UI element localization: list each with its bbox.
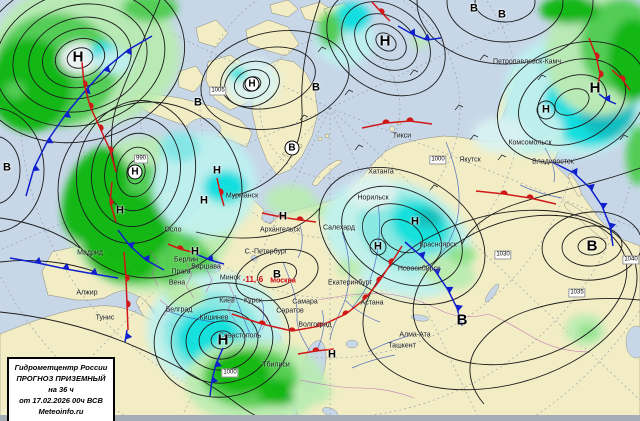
low-pressure-symbol: Н — [379, 32, 391, 50]
city-label: Петропавловск-Камч. — [493, 58, 563, 66]
city-label: Ташкент — [388, 342, 416, 350]
city-label: Красноярск — [419, 241, 457, 249]
moscow-temperature: -11,-6 — [242, 275, 264, 284]
city-label: Алжир — [76, 289, 98, 297]
city-label: Тикси — [392, 132, 412, 140]
high-pressure-symbol: В — [498, 8, 506, 21]
city-label: Комсомольск — [508, 139, 552, 147]
city-label: Киев — [219, 297, 235, 305]
low-pressure-symbol: Н — [279, 210, 287, 223]
low-pressure-symbol: Н — [200, 194, 208, 207]
low-pressure-symbol: Н — [542, 103, 550, 116]
high-pressure-symbol: В — [3, 161, 11, 174]
bottom-edge-bar — [0, 415, 640, 421]
city-label: Саратов — [276, 307, 304, 315]
station-plot-symbols — [299, 46, 629, 191]
high-pressure-symbol: В — [586, 237, 598, 255]
low-pressure-symbol: Н — [213, 164, 221, 177]
city-label: Новосибирск — [397, 265, 441, 273]
low-pressure-symbol: Н — [72, 48, 84, 66]
isobar-value: 1000 — [221, 368, 239, 378]
isobar-value: 990 — [133, 154, 149, 164]
info-lead-time: на 36 ч — [48, 384, 74, 394]
low-pressure-symbol: Н — [328, 348, 336, 361]
city-label: Берлин — [173, 256, 199, 264]
info-forecast-type: ПРОГНОЗ ПРИЗЕМНЫЙ — [16, 373, 106, 383]
city-label: Алма-Ата — [399, 331, 431, 339]
city-label: Курск — [244, 297, 262, 305]
city-label: Кишинев — [199, 314, 229, 322]
city-label: Тунис — [95, 314, 115, 322]
city-label: Осло — [164, 226, 182, 234]
city-label: Самара — [292, 298, 318, 306]
city-label: Севастополь — [218, 332, 262, 340]
forecast-info-box: Гидрометцентр России ПРОГНОЗ ПРИЗЕМНЫЙ н… — [7, 357, 115, 421]
low-pressure-symbol: Н — [244, 76, 260, 92]
city-label: Хатанга — [368, 168, 394, 176]
info-agency: Гидрометцентр России — [14, 363, 108, 372]
high-pressure-symbol: В — [194, 96, 202, 109]
city-label: Варшава — [191, 263, 221, 271]
low-pressure-symbol: Н — [217, 331, 229, 349]
info-site: Meteoinfo.ru — [38, 406, 84, 416]
low-pressure-symbol: Н — [191, 245, 199, 258]
isobar-value: 1040 — [622, 255, 640, 265]
isobar-value: 1035 — [568, 288, 586, 298]
low-pressure-symbol: Н — [116, 204, 124, 217]
isobar-value: 1005 — [209, 86, 227, 96]
weather-fronts — [9, 1, 631, 397]
city-label: Волгоград — [298, 321, 332, 329]
low-pressure-symbol: Н — [411, 215, 419, 228]
high-pressure-symbol: В — [273, 268, 281, 281]
city-label: Астана — [360, 299, 384, 307]
city-label: Салехард — [323, 224, 355, 232]
low-pressure-symbol: Н — [589, 79, 601, 97]
city-label: Мурманск — [225, 192, 259, 200]
city-label: Минск — [219, 274, 241, 282]
high-pressure-symbol: В — [284, 140, 300, 156]
high-pressure-symbol: В — [470, 2, 478, 15]
city-label: Якутск — [459, 156, 481, 164]
city-label: Екатеринбург — [327, 279, 373, 287]
info-base-time: от 17.02.2026 00ч ВСВ — [19, 395, 103, 405]
city-label: Владивосток — [532, 158, 574, 166]
city-label: Прага — [171, 268, 191, 276]
isobar-value: 1030 — [494, 250, 512, 260]
high-pressure-symbol: В — [456, 311, 468, 329]
low-pressure-symbol: Н — [374, 240, 382, 253]
city-label: Белград — [165, 306, 193, 314]
city-label: Архангельск — [259, 226, 301, 234]
low-pressure-symbol: Н — [127, 164, 143, 180]
isobar-value: 1000 — [429, 155, 447, 165]
city-label: Норильск — [357, 194, 389, 202]
city-label: Вена — [168, 279, 186, 287]
city-label: Мадрид — [77, 249, 103, 257]
city-label: С.-Петербург — [244, 248, 288, 256]
high-pressure-symbol: В — [312, 81, 320, 94]
city-label: Тбилиси — [262, 361, 290, 369]
